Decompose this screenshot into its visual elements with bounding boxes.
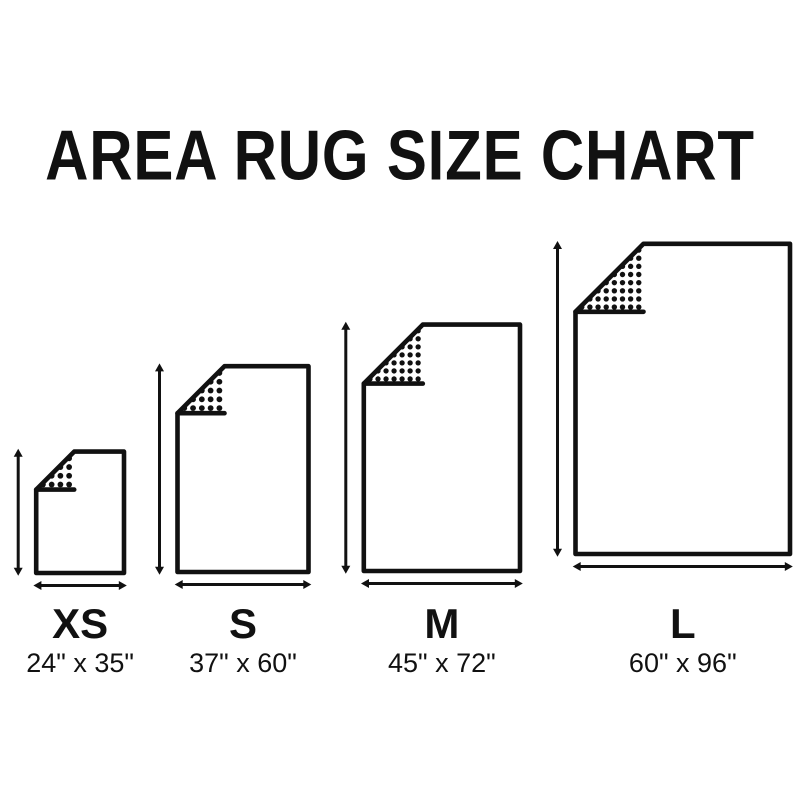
svg-text:60" x 96": 60" x 96" xyxy=(629,648,737,678)
svg-text:45" x 72": 45" x 72" xyxy=(388,648,496,678)
svg-text:L: L xyxy=(670,600,696,647)
svg-text:37" x 60": 37" x 60" xyxy=(189,648,297,678)
svg-text:S: S xyxy=(229,600,257,647)
svg-text:XS: XS xyxy=(52,600,108,647)
svg-text:M: M xyxy=(424,600,459,647)
svg-text:24" x 35": 24" x 35" xyxy=(26,648,134,678)
